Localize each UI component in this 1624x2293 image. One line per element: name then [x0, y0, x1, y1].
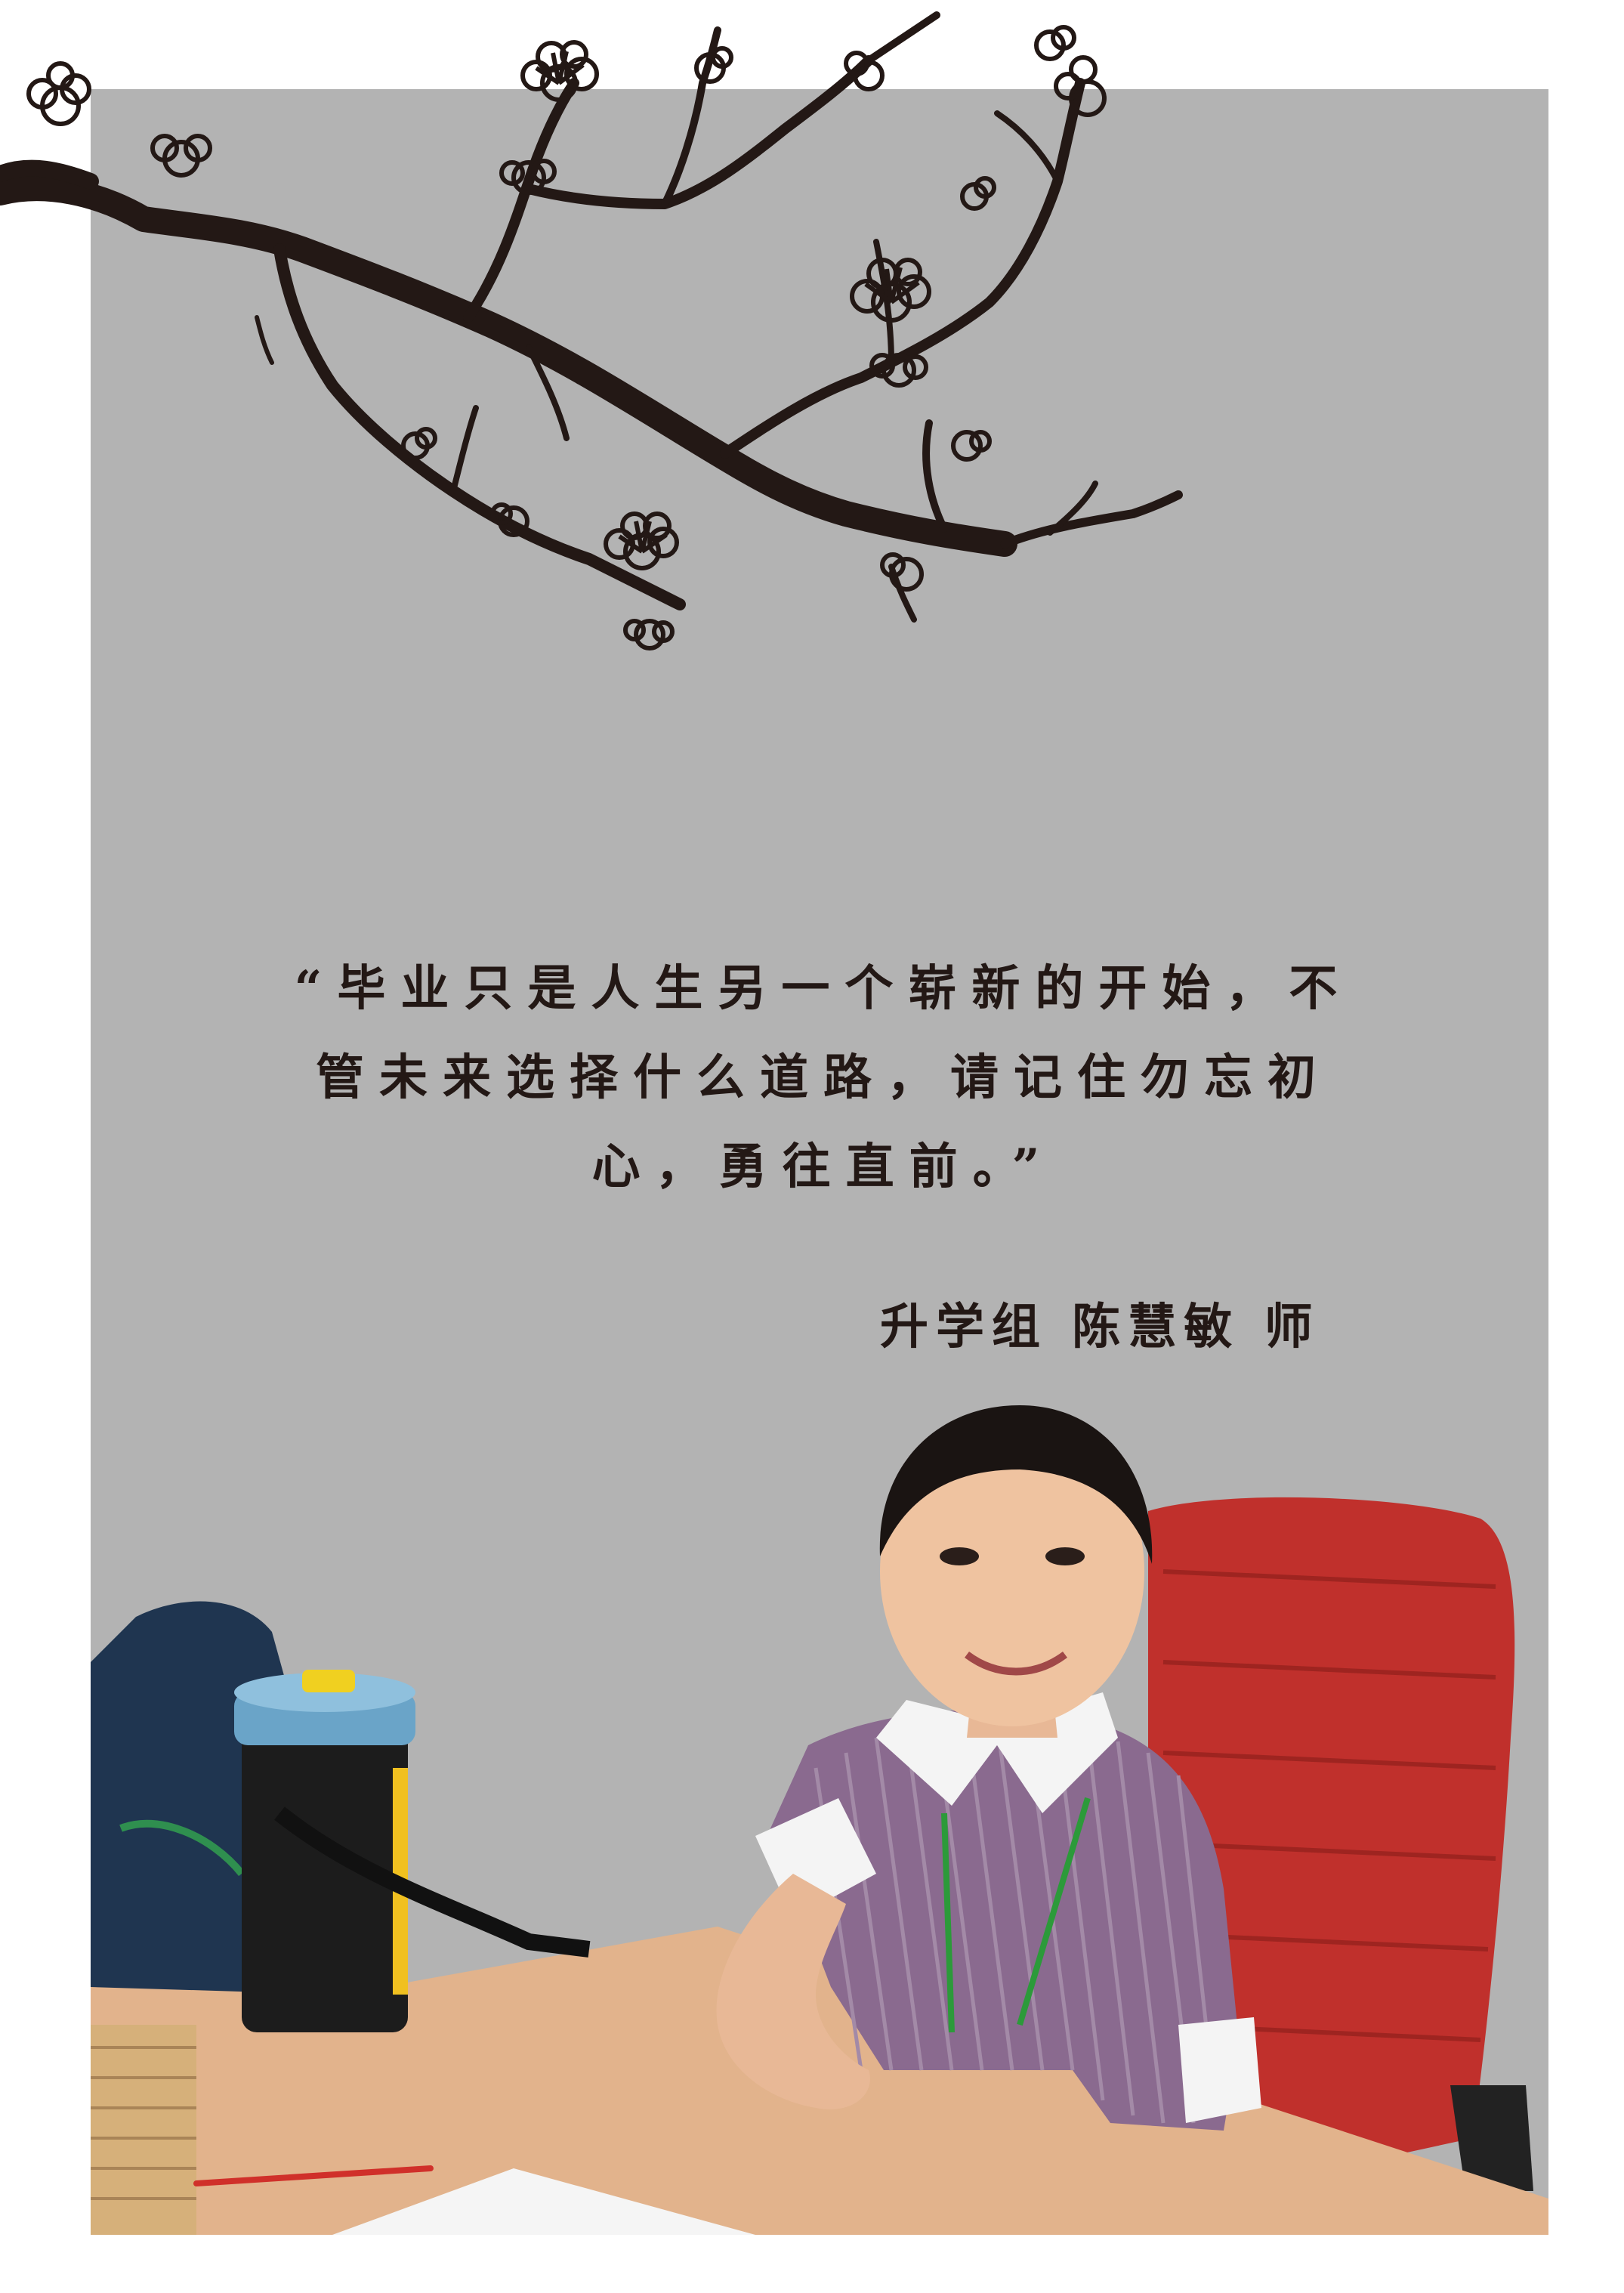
signature: 升学组 陈慧敏 师 — [880, 1288, 1409, 1358]
signature-name: 陈慧敏 — [1072, 1299, 1240, 1355]
quote-line-1: “毕业只是人生另一个崭新的开始，不 — [294, 960, 1353, 1017]
quote-line-2: 管未来选择什么道路，请记住勿忘初 — [316, 1049, 1331, 1106]
quote-text: “毕业只是人生另一个崭新的开始，不 管未来选择什么道路，请记住勿忘初 心，勇往直… — [272, 944, 1375, 1212]
quote-line-3: 心，勇往直前。” — [591, 1139, 1055, 1195]
teacher-portrait-photo — [91, 1405, 1548, 2235]
signature-group: 升学组 — [880, 1299, 1048, 1355]
plum-blossom-branch-illustration — [0, 11, 1183, 651]
signature-title: 师 — [1264, 1299, 1320, 1355]
